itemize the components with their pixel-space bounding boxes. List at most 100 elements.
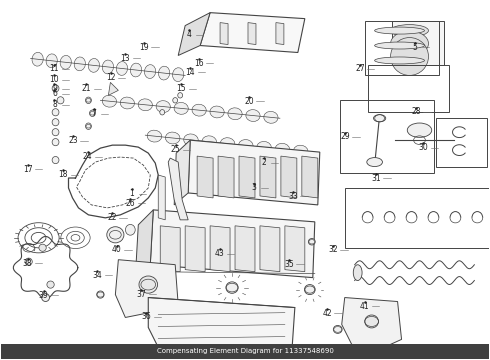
Ellipse shape: [391, 37, 428, 75]
Polygon shape: [88, 58, 99, 72]
Text: 13: 13: [121, 54, 130, 63]
Polygon shape: [220, 138, 235, 150]
Polygon shape: [108, 82, 119, 95]
Polygon shape: [192, 104, 206, 116]
Text: 12: 12: [106, 73, 115, 82]
Ellipse shape: [52, 109, 59, 116]
Text: 9: 9: [52, 84, 57, 93]
Polygon shape: [281, 156, 297, 198]
Polygon shape: [188, 140, 320, 205]
Polygon shape: [115, 260, 178, 318]
Polygon shape: [275, 143, 290, 155]
Ellipse shape: [125, 224, 135, 235]
Polygon shape: [160, 226, 180, 272]
Polygon shape: [60, 55, 72, 69]
Text: 19: 19: [139, 43, 148, 52]
Bar: [392, 21, 444, 66]
Polygon shape: [46, 54, 57, 68]
Polygon shape: [116, 62, 127, 75]
Polygon shape: [150, 210, 315, 278]
Polygon shape: [32, 52, 43, 66]
Polygon shape: [294, 145, 308, 157]
Text: 43: 43: [215, 249, 224, 258]
Text: 29: 29: [341, 132, 350, 141]
Polygon shape: [285, 226, 305, 272]
Polygon shape: [74, 57, 85, 71]
Text: 24: 24: [83, 152, 93, 161]
Polygon shape: [257, 141, 271, 153]
Polygon shape: [174, 102, 188, 114]
Text: 2: 2: [261, 158, 266, 167]
Text: 17: 17: [23, 165, 32, 174]
Ellipse shape: [86, 97, 91, 104]
Ellipse shape: [52, 129, 59, 136]
Text: 14: 14: [185, 68, 195, 77]
Text: 3: 3: [251, 183, 256, 192]
Polygon shape: [184, 134, 198, 146]
Text: 21: 21: [81, 84, 91, 93]
Polygon shape: [239, 140, 253, 152]
Ellipse shape: [178, 93, 183, 98]
Polygon shape: [202, 136, 217, 148]
Ellipse shape: [333, 325, 342, 333]
Polygon shape: [264, 111, 278, 123]
Ellipse shape: [391, 24, 428, 37]
Ellipse shape: [90, 110, 96, 117]
Polygon shape: [120, 97, 135, 109]
Ellipse shape: [57, 97, 64, 104]
Bar: [0, 345, 490, 359]
Polygon shape: [102, 60, 114, 74]
Text: 35: 35: [284, 260, 294, 269]
Text: 22: 22: [107, 213, 117, 222]
Text: 20: 20: [244, 96, 254, 105]
Polygon shape: [246, 109, 260, 121]
Text: 26: 26: [125, 199, 135, 208]
Ellipse shape: [373, 114, 386, 122]
Bar: [340, 100, 435, 173]
Polygon shape: [166, 132, 180, 144]
Ellipse shape: [39, 244, 46, 251]
Polygon shape: [172, 68, 184, 82]
Ellipse shape: [365, 315, 378, 328]
Ellipse shape: [353, 265, 362, 280]
Ellipse shape: [47, 281, 54, 288]
Ellipse shape: [375, 57, 424, 64]
Polygon shape: [178, 13, 210, 55]
Text: 7: 7: [91, 109, 96, 118]
Text: Compensating Element Diagram for 11337548690: Compensating Element Diagram for 1133754…: [157, 348, 333, 354]
Text: 6: 6: [52, 89, 57, 98]
Polygon shape: [220, 23, 228, 45]
Ellipse shape: [97, 291, 104, 298]
Ellipse shape: [139, 276, 158, 293]
Ellipse shape: [375, 42, 424, 49]
Ellipse shape: [304, 284, 315, 294]
Polygon shape: [147, 130, 162, 142]
Text: 37: 37: [137, 289, 147, 298]
Text: 8: 8: [52, 100, 57, 109]
Text: 18: 18: [58, 170, 68, 179]
Polygon shape: [145, 65, 156, 78]
Text: 5: 5: [412, 43, 417, 52]
Text: 11: 11: [49, 64, 59, 73]
Ellipse shape: [367, 158, 383, 167]
Polygon shape: [260, 156, 276, 198]
Text: 1: 1: [129, 189, 134, 198]
Ellipse shape: [52, 139, 59, 146]
Polygon shape: [302, 156, 318, 198]
Text: 39: 39: [39, 291, 49, 300]
Polygon shape: [138, 99, 152, 111]
Ellipse shape: [52, 157, 59, 164]
Text: 27: 27: [355, 64, 365, 73]
Polygon shape: [342, 298, 401, 349]
Polygon shape: [168, 158, 188, 220]
Ellipse shape: [42, 294, 49, 301]
Polygon shape: [174, 140, 190, 205]
Text: 4: 4: [186, 30, 191, 39]
Polygon shape: [228, 108, 242, 120]
Text: 25: 25: [171, 145, 180, 154]
Ellipse shape: [52, 119, 59, 126]
Polygon shape: [130, 63, 142, 77]
Polygon shape: [102, 95, 117, 107]
Polygon shape: [239, 156, 255, 198]
Polygon shape: [200, 13, 305, 53]
